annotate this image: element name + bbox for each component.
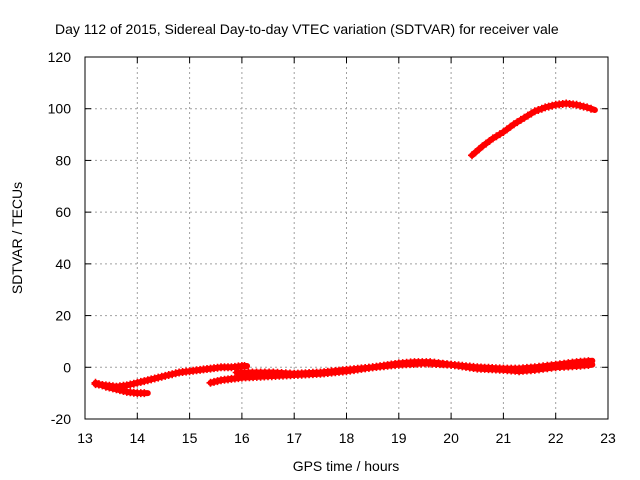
y-tick-label: 120 [48,49,72,65]
data-point [583,103,592,112]
data-point [587,104,595,113]
y-axis-label: SDTVAR / TECUs [9,182,25,294]
x-tick-label: 21 [496,430,512,446]
data-point [534,106,543,114]
x-tick-label: 18 [339,430,355,446]
data-point [206,378,215,387]
data-point [544,102,553,111]
x-tick-label: 19 [391,430,407,446]
data-point [140,377,149,386]
data-point [154,373,163,382]
x-axis-label: GPS time / hours [293,458,400,474]
data-point [147,375,156,384]
y-tick-label: 100 [48,101,72,117]
data-series [91,99,598,398]
data-point [122,381,131,390]
x-tick-label: 22 [548,430,564,446]
x-tick-label: 20 [443,430,459,446]
data-point [548,101,557,110]
y-tick-label: 0 [63,359,71,375]
data-point [150,374,159,383]
data-point [168,370,177,379]
x-tick-label: 17 [286,430,302,446]
series-arc-2 [91,362,251,391]
data-point [161,371,170,380]
data-point [572,100,581,109]
y-tick-label: 20 [55,308,71,324]
series-arc-5 [468,99,598,160]
series-arc-4 [232,357,596,378]
axes: 13 14 15 16 17 18 19 20 21 22 23 -20 0 20 40 60 80 100 120 [48,49,616,446]
y-tick-label: -20 [51,411,71,427]
data-point [213,377,222,386]
data-point [129,379,138,388]
data-point [576,101,585,110]
data-point [157,372,166,381]
y-tick-label: 80 [55,152,71,168]
data-point [584,357,593,366]
data-point [530,107,539,116]
x-tick-label: 16 [234,430,250,446]
x-tick-label: 14 [130,430,146,446]
data-point [140,389,149,398]
grid-lines [85,57,608,419]
x-tick-label: 15 [182,430,198,446]
y-tick-label: 40 [55,256,71,272]
y-tick-label: 60 [55,204,71,220]
chart-title: Day 112 of 2015, Sidereal Day-to-day VTE… [55,21,559,37]
data-point [133,378,142,387]
x-tick-label: 13 [77,430,93,446]
x-tick-label: 23 [600,430,616,446]
